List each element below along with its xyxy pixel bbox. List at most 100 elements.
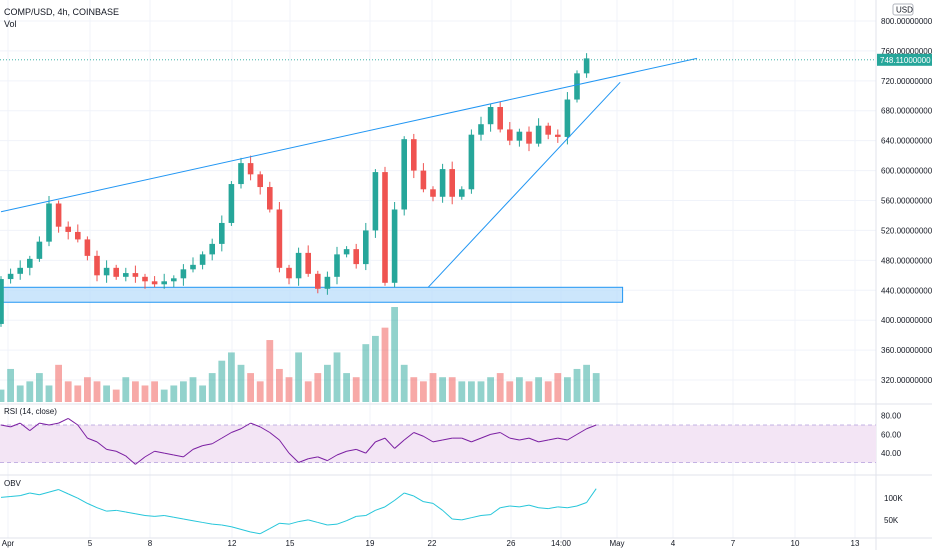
rsi-point bbox=[96, 441, 107, 450]
candle-body bbox=[324, 276, 331, 289]
volume-bar bbox=[544, 381, 552, 402]
volume-bar bbox=[525, 381, 533, 402]
candle-body bbox=[555, 134, 561, 137]
candle-body bbox=[27, 258, 33, 268]
obv-point bbox=[404, 492, 414, 497]
obv-point bbox=[164, 515, 174, 518]
rsi-band bbox=[0, 425, 876, 463]
rsi-point bbox=[375, 437, 386, 443]
rsi-point bbox=[125, 455, 136, 465]
candle-body bbox=[535, 125, 542, 144]
candle-body bbox=[94, 255, 100, 276]
candle-body bbox=[382, 172, 388, 283]
rsi-point bbox=[365, 441, 376, 454]
candle-body bbox=[343, 249, 350, 255]
volume-bar bbox=[295, 352, 302, 402]
candle-body bbox=[132, 273, 139, 277]
rsi-point bbox=[115, 450, 127, 457]
volume-bar bbox=[362, 344, 370, 402]
time-tick-label: May bbox=[609, 539, 624, 548]
rsi-point bbox=[154, 450, 165, 454]
rsi-point bbox=[384, 437, 395, 449]
candle-body bbox=[507, 129, 513, 141]
rsi-point bbox=[278, 439, 290, 454]
rsi-point bbox=[586, 424, 597, 430]
obv-point bbox=[144, 515, 155, 517]
rsi-point bbox=[528, 437, 539, 443]
price-tick-label: 520.00000000 bbox=[881, 226, 932, 235]
volume-bar bbox=[36, 373, 43, 402]
candle-body bbox=[295, 252, 302, 279]
candle-body bbox=[305, 252, 311, 274]
obv-point bbox=[413, 495, 424, 503]
obv-point bbox=[557, 506, 568, 509]
rsi-point bbox=[298, 458, 309, 463]
obv-point bbox=[77, 497, 88, 504]
volume-bar bbox=[122, 377, 130, 402]
volume-bar bbox=[208, 373, 216, 402]
rsi-tick-label: 80.00 bbox=[881, 412, 902, 421]
candle-body bbox=[439, 169, 446, 197]
time-tick-label: 15 bbox=[286, 539, 295, 548]
obv-point bbox=[87, 502, 98, 509]
obv-point bbox=[423, 501, 434, 504]
obv-point bbox=[346, 515, 357, 522]
obv-point bbox=[154, 515, 165, 517]
volume-bar bbox=[151, 381, 158, 402]
time-tick-label: 26 bbox=[507, 539, 516, 548]
rsi-point bbox=[499, 432, 511, 439]
obv-point bbox=[39, 491, 50, 496]
obv-point bbox=[67, 493, 79, 499]
candle-body bbox=[257, 174, 263, 188]
rsi-point bbox=[202, 443, 213, 447]
obv-point bbox=[490, 507, 501, 516]
candle-body bbox=[113, 267, 119, 277]
volume-bar bbox=[237, 364, 245, 402]
candle-body bbox=[190, 264, 196, 270]
candle-body bbox=[267, 187, 273, 210]
price-tick-label: 360.00000000 bbox=[881, 346, 932, 355]
candle-body bbox=[468, 134, 475, 190]
obv-point bbox=[269, 522, 280, 529]
time-tick-label: 19 bbox=[366, 539, 375, 548]
obv-point bbox=[519, 504, 530, 508]
volume-bar bbox=[276, 368, 283, 402]
price-tick-label: 800.00000000 bbox=[881, 17, 932, 26]
rsi-point bbox=[250, 422, 261, 428]
volume-bar bbox=[64, 381, 72, 402]
rsi-point bbox=[183, 448, 194, 458]
volume-bar bbox=[439, 377, 446, 402]
volume-bar bbox=[592, 373, 600, 402]
volume-bar bbox=[496, 373, 504, 402]
obv-point bbox=[231, 526, 242, 530]
candle-body bbox=[478, 124, 484, 135]
volume-bar bbox=[55, 364, 62, 402]
volume-bar bbox=[314, 373, 322, 402]
price-tick-label: 400.00000000 bbox=[881, 316, 932, 325]
candle-body bbox=[228, 184, 235, 223]
candle-body bbox=[497, 107, 503, 130]
volume-bar bbox=[103, 385, 110, 402]
obv-point bbox=[192, 520, 203, 523]
rsi-point bbox=[403, 432, 415, 441]
candle-body bbox=[545, 125, 551, 135]
volume-bar bbox=[535, 377, 542, 402]
price-tick-label: 720.00000000 bbox=[881, 77, 932, 86]
time-tick-label: 10 bbox=[791, 539, 800, 548]
volume-bar bbox=[84, 377, 91, 402]
obv-tick-label: 50K bbox=[884, 516, 899, 525]
obv-point bbox=[135, 513, 146, 517]
rsi-point bbox=[19, 422, 31, 432]
volume-bar bbox=[285, 377, 293, 402]
obv-point bbox=[365, 509, 376, 516]
rsi-point bbox=[10, 422, 21, 428]
obv-point bbox=[384, 499, 395, 508]
rsi-point bbox=[211, 437, 223, 445]
volume-bar bbox=[410, 377, 418, 402]
obv-point bbox=[279, 522, 290, 525]
candle-body bbox=[411, 139, 417, 171]
rsi-point bbox=[557, 437, 568, 441]
candle-body bbox=[276, 209, 283, 268]
time-tick-label: 14:00 bbox=[551, 539, 572, 548]
